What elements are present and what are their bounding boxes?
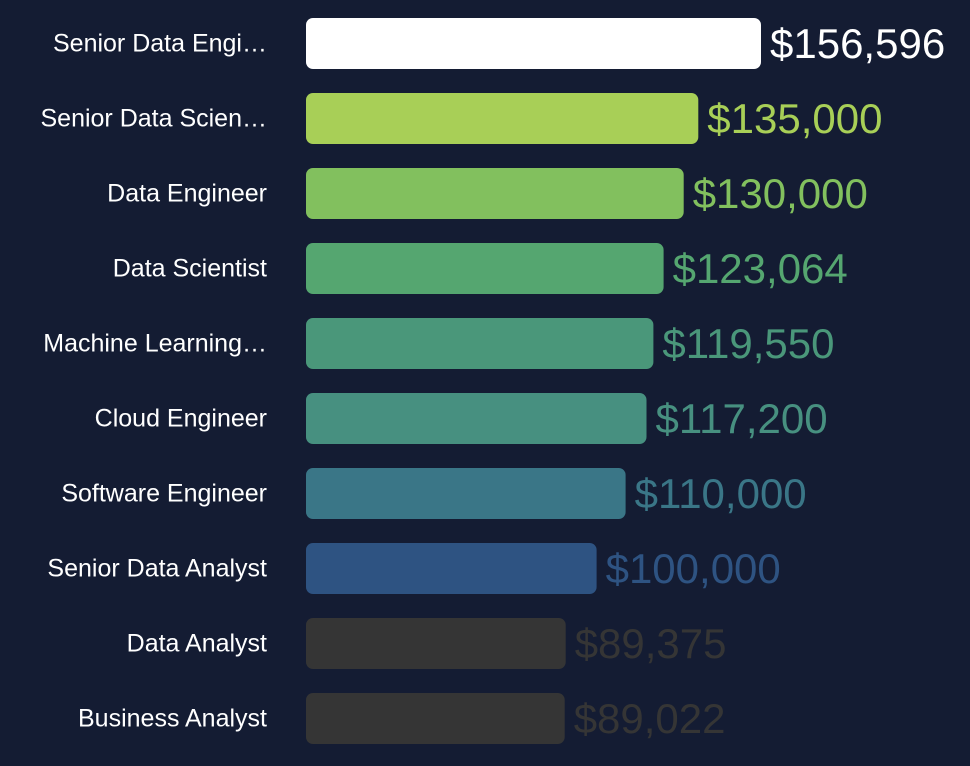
category-label: Senior Data Engi… bbox=[53, 30, 267, 58]
bar bbox=[306, 318, 654, 369]
value-label: $89,375 bbox=[575, 620, 727, 667]
category-label: Data Analyst bbox=[127, 630, 267, 658]
category-label: Machine Learning… bbox=[43, 330, 267, 358]
value-label: $119,550 bbox=[662, 320, 834, 367]
bar bbox=[306, 168, 684, 219]
value-label: $130,000 bbox=[693, 170, 868, 217]
bar bbox=[306, 618, 566, 669]
bar bbox=[306, 243, 664, 294]
value-label: $135,000 bbox=[707, 95, 882, 142]
value-label: $110,000 bbox=[635, 470, 807, 517]
category-label: Business Analyst bbox=[78, 705, 267, 733]
value-label: $89,022 bbox=[574, 695, 726, 742]
bar bbox=[306, 93, 699, 144]
bar bbox=[306, 693, 565, 744]
bar bbox=[306, 543, 597, 594]
value-label: $156,596 bbox=[770, 20, 945, 67]
category-label: Senior Data Analyst bbox=[47, 555, 267, 583]
bar bbox=[306, 468, 626, 519]
category-label: Senior Data Scien… bbox=[40, 105, 267, 133]
value-label: $100,000 bbox=[606, 545, 781, 592]
bar bbox=[306, 18, 761, 69]
bar bbox=[306, 393, 647, 444]
value-label: $123,064 bbox=[673, 245, 848, 292]
category-label: Data Scientist bbox=[113, 255, 267, 283]
category-label: Data Engineer bbox=[107, 180, 267, 208]
value-label: $117,200 bbox=[656, 395, 828, 442]
category-label: Cloud Engineer bbox=[95, 405, 267, 433]
category-label: Software Engineer bbox=[61, 480, 267, 508]
